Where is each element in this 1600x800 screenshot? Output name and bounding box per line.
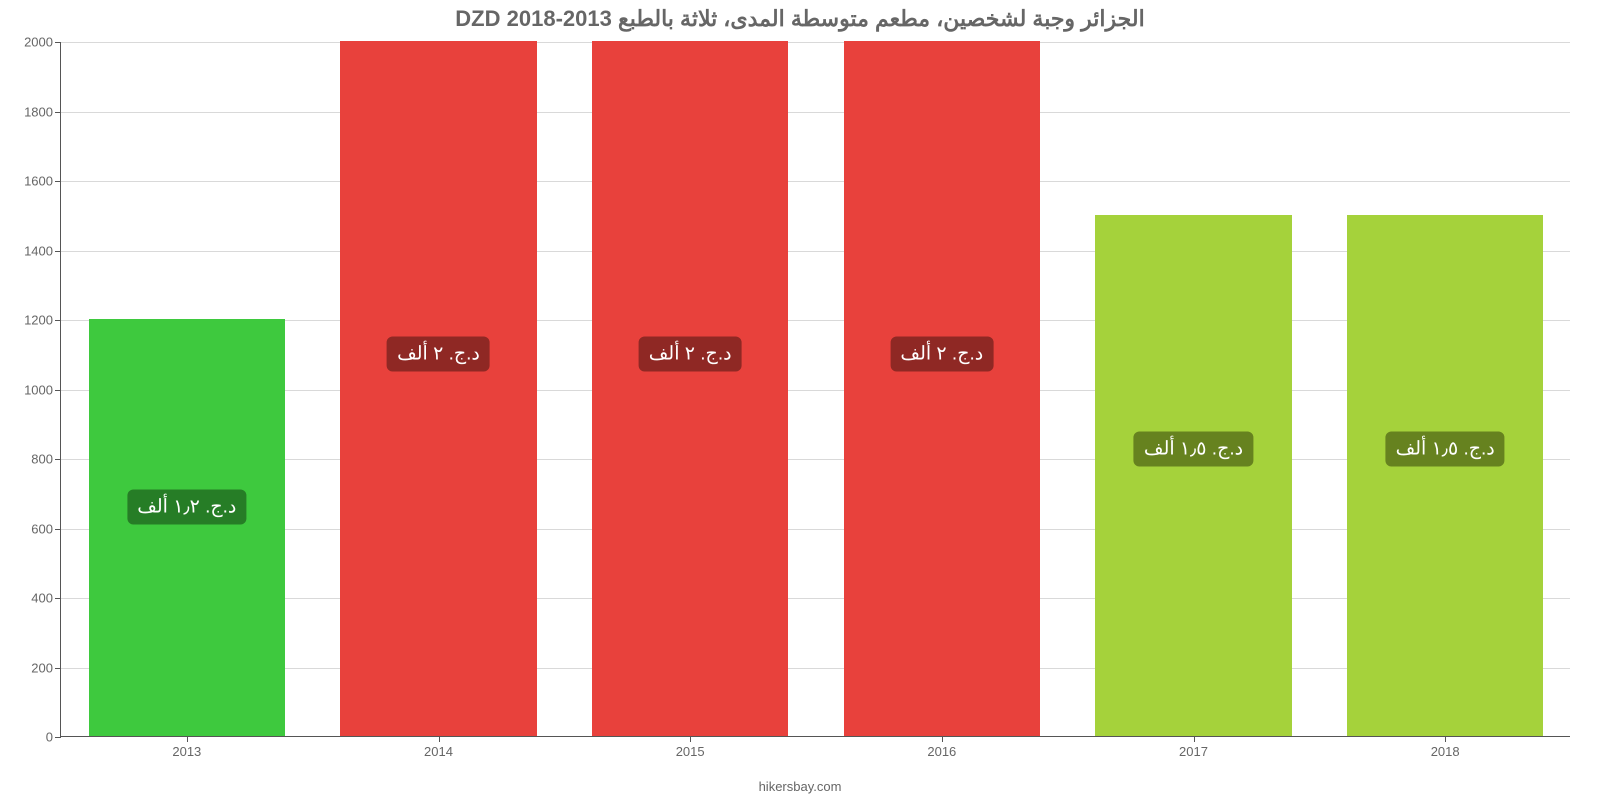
x-tick-label: 2016 [927,736,956,759]
plot-area: 0200400600800100012001400160018002000د.ج… [60,42,1570,737]
bar-value-label: د.ج. ٢ ألف [639,336,742,371]
x-tick-label: 2013 [172,736,201,759]
grid-line [61,668,1570,669]
grid-line [61,459,1570,460]
y-tick-label: 1600 [24,174,61,189]
chart-title: الجزائر وجبة لشخصين، مطعم متوسطة المدى، … [0,0,1600,32]
y-tick-label: 400 [31,591,61,606]
chart-container: الجزائر وجبة لشخصين، مطعم متوسطة المدى، … [0,0,1600,800]
y-tick-label: 2000 [24,35,61,50]
grid-line [61,598,1570,599]
bar: د.ج. ٢ ألف [844,41,1040,736]
bar: د.ج. ١٫٢ ألف [89,319,285,736]
grid-line [61,42,1570,43]
attribution-text: hikersbay.com [759,779,842,794]
grid-line [61,181,1570,182]
x-tick-label: 2018 [1431,736,1460,759]
y-tick-label: 1200 [24,313,61,328]
y-tick-label: 200 [31,660,61,675]
x-tick-label: 2014 [424,736,453,759]
grid-line [61,251,1570,252]
x-tick-label: 2017 [1179,736,1208,759]
bar: د.ج. ١٫٥ ألف [1347,215,1543,736]
y-tick-label: 0 [46,730,61,745]
grid-line [61,320,1570,321]
bar-value-label: د.ج. ١٫٢ ألف [127,489,246,524]
bar-value-label: د.ج. ١٫٥ ألف [1134,432,1253,467]
y-tick-label: 1000 [24,382,61,397]
bar-value-label: د.ج. ٢ ألف [387,336,490,371]
bar: د.ج. ٢ ألف [592,41,788,736]
bar-value-label: د.ج. ٢ ألف [890,336,993,371]
grid-line [61,529,1570,530]
y-tick-label: 1400 [24,243,61,258]
grid-line [61,390,1570,391]
grid-line [61,112,1570,113]
bar: د.ج. ٢ ألف [340,41,536,736]
y-tick-label: 600 [31,521,61,536]
y-tick-label: 1800 [24,104,61,119]
bar: د.ج. ١٫٥ ألف [1095,215,1291,736]
bar-value-label: د.ج. ١٫٥ ألف [1386,432,1505,467]
x-tick-label: 2015 [676,736,705,759]
y-tick-label: 800 [31,452,61,467]
